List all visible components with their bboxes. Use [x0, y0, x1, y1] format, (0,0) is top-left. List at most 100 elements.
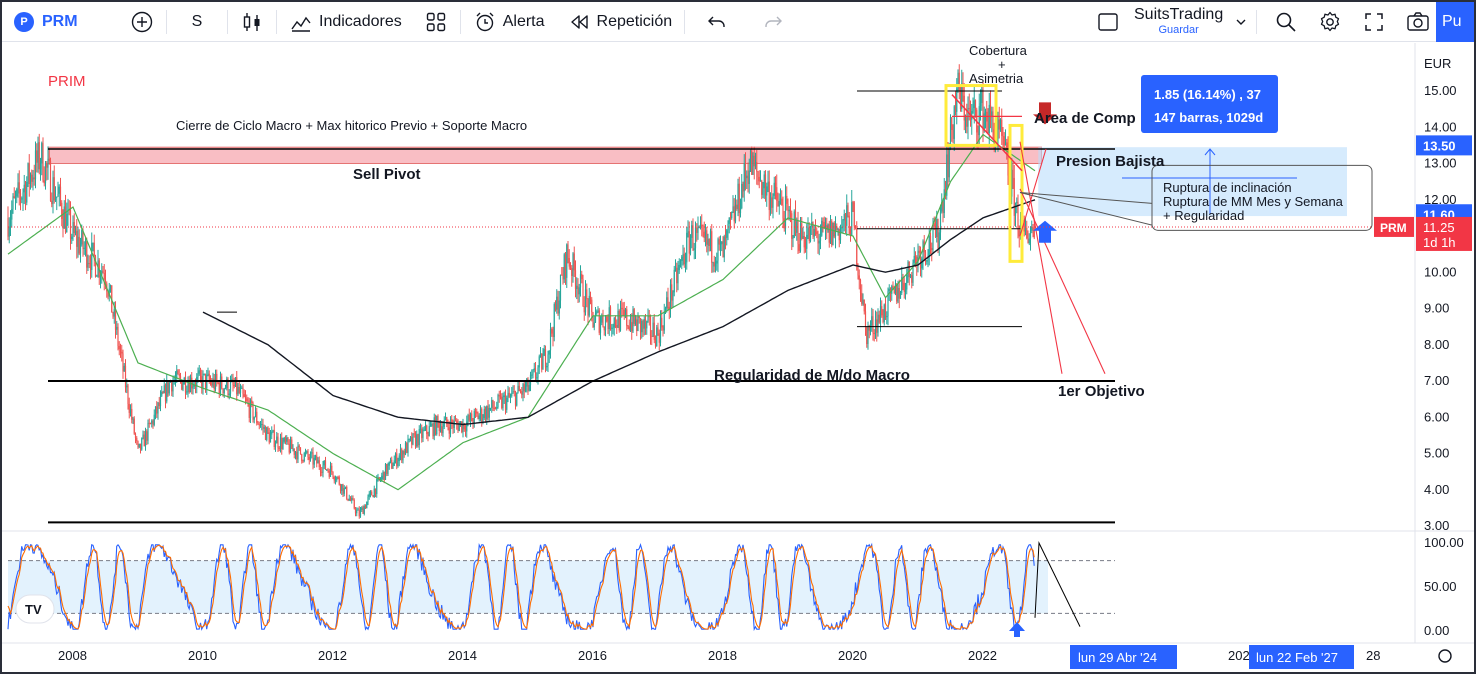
candle-body: [481, 408, 483, 422]
projection-line[interactable]: [1019, 148, 1047, 237]
candle-body: [401, 449, 403, 461]
candle-body: [876, 319, 878, 333]
chart-type-button[interactable]: [232, 2, 272, 42]
candle-body: [493, 407, 495, 409]
candle-body: [973, 100, 975, 109]
candle-body: [908, 261, 910, 278]
candle-body: [552, 333, 554, 338]
currency-label: EUR: [1424, 56, 1451, 71]
candle-body: [168, 382, 170, 394]
candle-body: [744, 163, 747, 179]
candle-body: [522, 384, 524, 395]
candle-body: [346, 486, 348, 499]
candle-body: [218, 382, 220, 394]
candle-body: [136, 437, 138, 442]
candle-body: [139, 443, 142, 450]
candle-body: [924, 252, 927, 261]
candle-body: [151, 420, 153, 424]
candle-body: [352, 498, 354, 500]
candle-body: [294, 451, 297, 455]
symbol-search-button[interactable]: P PRM: [2, 2, 122, 42]
candle-body: [107, 291, 109, 297]
fullscreen-button[interactable]: [1354, 2, 1394, 42]
up-arrow-icon[interactable]: [1033, 220, 1057, 243]
candle-body: [931, 248, 933, 251]
candle-body: [548, 350, 550, 355]
measure-zone[interactable]: [1038, 147, 1347, 217]
osc-projection[interactable]: [1034, 541, 1081, 627]
compare-button[interactable]: [122, 2, 162, 42]
highlight-box[interactable]: [944, 84, 998, 147]
price-axis[interactable]: [1415, 43, 1474, 531]
candle-body: [387, 465, 389, 474]
candle-body: [747, 175, 749, 184]
settings-button[interactable]: [1310, 2, 1350, 42]
indicators-button[interactable]: Indicadores: [281, 2, 410, 42]
layout-menu[interactable]: SuitsTrading Guardar: [1088, 2, 1261, 42]
candle-body: [43, 180, 45, 184]
tradingview-logo[interactable]: [15, 594, 55, 624]
candle-body: [707, 239, 709, 245]
replay-button[interactable]: Repetición: [559, 2, 681, 42]
redo-button[interactable]: [753, 2, 793, 42]
price-tick: 5.00: [1424, 446, 1449, 461]
candle-body: [152, 420, 154, 425]
candle-body: [949, 117, 952, 149]
chart-canvas[interactable]: PRIM EUR TV 15.0014.0013.0012.0011.0010.…: [2, 43, 1474, 672]
undo-button[interactable]: [697, 2, 737, 42]
candle-body: [644, 319, 647, 329]
candle-body: [284, 437, 287, 442]
down-arrow-icon[interactable]: [1033, 102, 1057, 125]
candle-body: [704, 230, 707, 239]
candle-body: [166, 381, 168, 402]
chart-area[interactable]: PRIM EUR TV 15.0014.0013.0012.0011.0010.…: [2, 43, 1474, 672]
axis-settings-icon[interactable]: [1438, 649, 1452, 663]
search-button[interactable]: [1266, 2, 1306, 42]
candle-body: [766, 186, 768, 196]
publish-button[interactable]: Pu: [1436, 2, 1474, 42]
callout-connector[interactable]: [1019, 192, 1153, 226]
candle-body: [408, 438, 410, 440]
candle-body: [418, 429, 420, 446]
interval-button[interactable]: S: [171, 2, 223, 42]
candle-body: [693, 248, 695, 251]
candle-body: [974, 100, 977, 110]
annotation-cierre-ciclo: Cierre de Ciclo Macro + Max hitorico Pre…: [176, 118, 527, 133]
candle-body: [697, 227, 699, 233]
candle-body: [886, 316, 888, 318]
callout-box[interactable]: [1151, 164, 1373, 231]
candle-body: [687, 231, 689, 233]
candle-body: [919, 252, 922, 269]
candle-body: [598, 310, 600, 333]
alert-button[interactable]: Alerta: [465, 2, 553, 42]
projection-line[interactable]: [1019, 141, 1063, 374]
candle-body: [556, 296, 558, 310]
candle-body: [806, 234, 808, 249]
candle-body: [458, 423, 460, 431]
candle-body: [467, 414, 469, 422]
candle-body: [154, 406, 157, 415]
projection-line[interactable]: [1019, 188, 1106, 374]
candle-body: [1011, 169, 1013, 197]
candle-body: [184, 377, 187, 393]
candle-body: [62, 219, 64, 229]
candle-body: [638, 316, 640, 319]
candle-body: [36, 150, 38, 163]
candle-body: [879, 306, 882, 323]
candle-body: [513, 391, 515, 393]
candle-body: [873, 333, 875, 335]
candle-body: [984, 111, 987, 114]
candle-body: [363, 506, 365, 514]
candle-body: [397, 461, 399, 466]
trend-line[interactable]: [951, 94, 1023, 172]
candle-body: [696, 227, 698, 233]
candle-body: [907, 261, 909, 275]
candle-body: [856, 229, 858, 266]
annotation-regularidad: Regularidad de M/do Macro: [714, 367, 910, 384]
templates-button[interactable]: [416, 2, 456, 42]
measure-tooltip[interactable]: [1141, 75, 1278, 133]
candle-body: [12, 196, 14, 210]
candle-body: [437, 416, 439, 422]
callout-connector[interactable]: [1019, 192, 1153, 204]
snapshot-button[interactable]: [1398, 2, 1438, 42]
